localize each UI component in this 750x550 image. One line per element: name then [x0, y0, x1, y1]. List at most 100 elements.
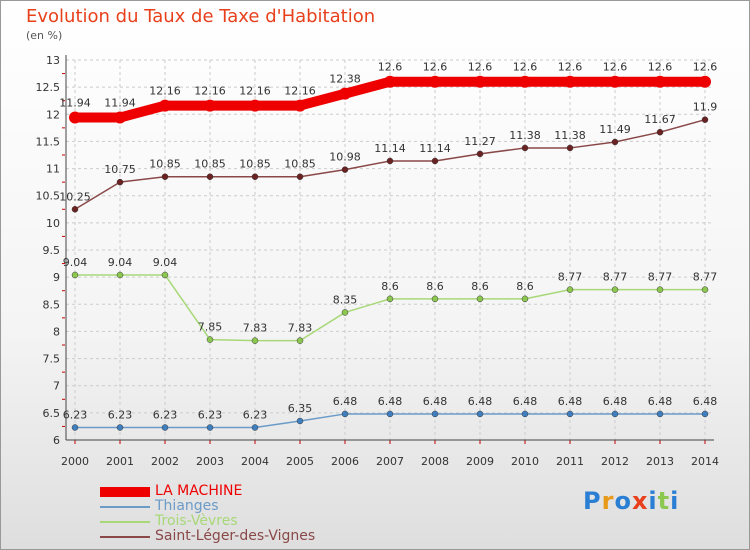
data-point — [566, 410, 574, 418]
data-point — [206, 173, 214, 180]
data-label: 12.16 — [239, 85, 271, 98]
x-tick-label: 2014 — [691, 455, 719, 468]
series-trois-vevres: 9.04 9.04 9.04 7.85 7.83 7.83 8.35 8.6 8.6 8.6 8.6… — [63, 256, 717, 344]
data-point — [159, 99, 171, 112]
data-point — [206, 424, 214, 431]
y-tick-label: 13 — [46, 54, 60, 67]
y-tick-label: 12 — [46, 108, 60, 121]
data-point — [654, 75, 666, 88]
data-point — [431, 410, 439, 418]
logo-letter: o — [614, 487, 632, 515]
data-point — [384, 75, 396, 88]
logo-letter: x — [631, 487, 649, 515]
data-point — [566, 286, 574, 293]
data-label: 6.48 — [468, 395, 493, 408]
data-label: 6.23 — [63, 409, 88, 422]
data-label: 6.23 — [243, 409, 268, 422]
data-label: 11.67 — [644, 113, 676, 126]
y-tick-label: 7 — [53, 380, 60, 393]
x-tick-label: 2001 — [106, 455, 134, 468]
data-label: 6.48 — [558, 395, 583, 408]
data-label: 12.6 — [423, 61, 448, 74]
legend-label: Thianges — [155, 498, 219, 514]
logo-letter: i — [670, 487, 680, 515]
data-label: 10.25 — [59, 190, 91, 203]
data-point — [294, 99, 306, 112]
y-tick-label: 8.5 — [43, 298, 61, 311]
data-label: 10.85 — [284, 158, 316, 171]
x-tick-label: 2007 — [376, 455, 404, 468]
data-point — [71, 271, 79, 279]
y-tick-label: 12.5 — [36, 81, 61, 94]
x-tick-label: 2004 — [241, 455, 269, 468]
data-label: 8.77 — [603, 271, 628, 284]
data-label: 8.35 — [333, 293, 358, 306]
data-point — [476, 295, 484, 303]
data-label: 6.48 — [423, 395, 448, 408]
data-label: 10.85 — [194, 158, 226, 171]
data-label: 8.6 — [426, 280, 444, 293]
data-point — [71, 424, 79, 431]
chart-title: Evolution du Taux de Taxe d'Habitation — [26, 6, 376, 27]
data-label: 8.77 — [648, 271, 673, 284]
data-label: 7.83 — [288, 322, 313, 335]
data-point — [116, 424, 124, 431]
logo-letter: i — [648, 487, 658, 515]
data-label: 6.48 — [333, 395, 358, 408]
data-label: 11.38 — [554, 129, 586, 142]
legend-label: Saint-Léger-des-Vignes — [155, 528, 316, 544]
data-label: 8.6 — [516, 280, 534, 293]
legend-label: Trois-Vèvres — [155, 513, 238, 529]
data-label: 12.6 — [468, 61, 493, 74]
x-tick-label: 2010 — [511, 455, 539, 468]
data-point — [204, 99, 216, 112]
data-point — [251, 337, 259, 344]
data-point — [701, 410, 709, 418]
data-label: 10.85 — [239, 158, 271, 171]
data-label: 12.6 — [378, 61, 403, 74]
x-tick-label: 2002 — [151, 455, 179, 468]
data-point — [296, 173, 304, 180]
legend-swatch — [100, 506, 150, 508]
data-label: 12.16 — [149, 85, 181, 98]
data-label: 11.38 — [509, 129, 541, 142]
data-label: 6.23 — [153, 409, 178, 422]
series-saint-leger-des-vignes: 10.25 10.75 10.85 10.85 10.85 10.85 10.98 11.14… — [59, 101, 717, 213]
data-point — [699, 75, 711, 88]
y-tick-label: 6 — [53, 434, 60, 447]
chart-unit-label: (en %) — [26, 29, 63, 42]
legend-swatch — [100, 536, 150, 538]
data-label: 7.83 — [243, 322, 268, 335]
data-label: 6.23 — [108, 409, 133, 422]
data-point — [429, 75, 441, 88]
data-point — [521, 295, 529, 303]
data-label: 6.35 — [288, 402, 313, 415]
data-label: 11.27 — [464, 135, 496, 148]
y-tick-label: 10.5 — [36, 190, 61, 203]
x-tick-label: 2006 — [331, 455, 359, 468]
data-label: 8.77 — [558, 271, 583, 284]
data-label: 8.6 — [471, 280, 489, 293]
x-tick-label: 2011 — [556, 455, 584, 468]
data-label: 12.6 — [693, 61, 718, 74]
y-tick-label: 11.5 — [36, 135, 61, 148]
data-point — [161, 173, 169, 180]
x-tick-label: 2003 — [196, 455, 224, 468]
data-point — [656, 286, 664, 293]
data-label: 6.48 — [693, 395, 718, 408]
data-point — [656, 410, 664, 418]
data-label: 12.16 — [284, 85, 316, 98]
data-point — [161, 271, 169, 279]
data-label: 9.04 — [153, 256, 178, 269]
data-point — [431, 295, 439, 303]
data-label: 10.98 — [329, 151, 361, 164]
x-tick-label: 2013 — [646, 455, 674, 468]
y-tick-label: 10 — [46, 217, 60, 230]
data-label: 12.6 — [603, 61, 628, 74]
legend-swatch — [100, 521, 150, 523]
legend-item: Saint-Léger-des-Vignes — [100, 528, 400, 544]
data-point — [611, 410, 619, 418]
y-tick-label: 6.5 — [43, 407, 61, 420]
data-label: 12.6 — [558, 61, 583, 74]
